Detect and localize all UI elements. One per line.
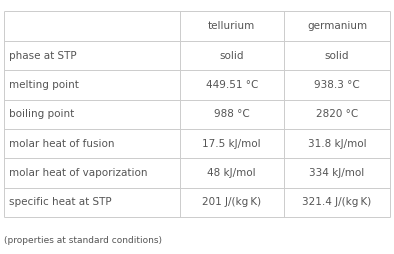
- Text: molar heat of fusion: molar heat of fusion: [9, 139, 114, 149]
- Text: 31.8 kJ/mol: 31.8 kJ/mol: [308, 139, 366, 149]
- Text: 988 °C: 988 °C: [214, 109, 250, 119]
- Text: molar heat of vaporization: molar heat of vaporization: [9, 168, 147, 178]
- Text: tellurium: tellurium: [208, 21, 255, 31]
- Text: (properties at standard conditions): (properties at standard conditions): [4, 235, 162, 245]
- Text: 201 J/(kg K): 201 J/(kg K): [202, 197, 261, 208]
- Text: solid: solid: [219, 51, 244, 60]
- Text: specific heat at STP: specific heat at STP: [9, 197, 111, 208]
- Text: boiling point: boiling point: [9, 109, 74, 119]
- Text: melting point: melting point: [9, 80, 78, 90]
- Text: 48 kJ/mol: 48 kJ/mol: [207, 168, 256, 178]
- Text: 321.4 J/(kg K): 321.4 J/(kg K): [302, 197, 372, 208]
- Text: phase at STP: phase at STP: [9, 51, 76, 60]
- Text: germanium: germanium: [307, 21, 367, 31]
- Text: 17.5 kJ/mol: 17.5 kJ/mol: [203, 139, 261, 149]
- Text: 938.3 °C: 938.3 °C: [314, 80, 360, 90]
- Text: 334 kJ/mol: 334 kJ/mol: [309, 168, 364, 178]
- Text: solid: solid: [325, 51, 349, 60]
- Text: 449.51 °C: 449.51 °C: [206, 80, 258, 90]
- Text: 2820 °C: 2820 °C: [316, 109, 358, 119]
